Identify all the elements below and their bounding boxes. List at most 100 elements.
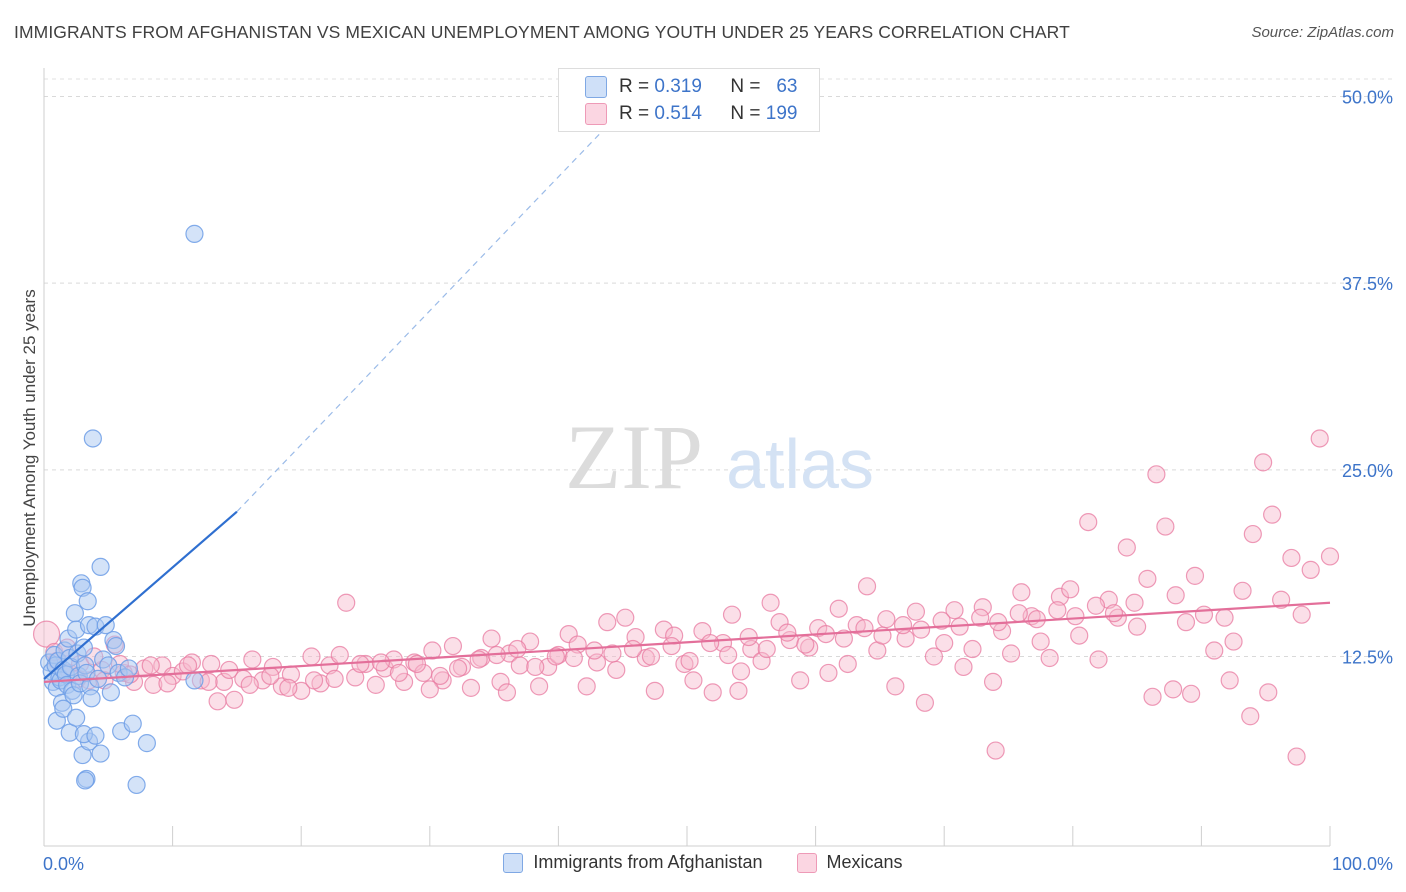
data-point: [680, 651, 699, 671]
data-point: [701, 633, 720, 653]
legend-swatch-afghanistan: [503, 852, 524, 873]
data-point: [91, 557, 110, 577]
data-point: [963, 639, 982, 659]
afghanistan-points: [40, 224, 204, 795]
data-point: [896, 629, 915, 648]
legend-n-value: 63: [776, 76, 798, 97]
data-point: [279, 678, 298, 697]
data-point: [886, 677, 905, 696]
watermark: ZIP atlas: [565, 406, 874, 508]
data-point: [1104, 604, 1124, 623]
data-point: [1282, 548, 1301, 568]
data-point: [74, 638, 93, 657]
data-point: [703, 683, 722, 702]
watermark-atlas: atlas: [726, 425, 874, 503]
data-point: [915, 693, 935, 712]
data-point: [1061, 580, 1080, 599]
data-point: [158, 674, 177, 693]
data-point: [526, 657, 545, 677]
data-point: [337, 593, 356, 612]
legend-row-mexicans: R = 0.514 N = 199: [585, 101, 797, 127]
data-point: [356, 654, 375, 674]
data-point: [935, 633, 954, 653]
data-point: [577, 677, 596, 696]
data-point: [855, 619, 874, 638]
data-point: [645, 681, 664, 700]
data-point: [1031, 632, 1050, 651]
data-point: [729, 681, 748, 700]
data-point: [1243, 524, 1262, 544]
data-point: [1287, 747, 1306, 766]
data-point: [185, 671, 204, 690]
data-point: [1070, 626, 1089, 645]
data-point: [1125, 593, 1144, 612]
data-point: [662, 636, 681, 656]
y-tick-label: 12.5%: [1342, 648, 1393, 668]
data-point: [430, 666, 450, 686]
data-point: [796, 635, 815, 654]
data-point: [623, 639, 643, 659]
data-point: [893, 616, 913, 635]
legend-label-mexicans: Mexicans: [826, 852, 903, 872]
data-point: [819, 663, 838, 683]
data-point: [684, 671, 703, 690]
data-point: [394, 672, 414, 691]
legend-r-label: R =: [619, 76, 650, 97]
data-point: [1127, 617, 1147, 636]
legend-item-mexicans[interactable]: Mexicans: [796, 852, 903, 873]
data-point: [1086, 596, 1106, 615]
data-point: [607, 660, 626, 680]
data-point: [722, 605, 742, 624]
data-point: [448, 659, 468, 678]
data-point: [971, 608, 990, 627]
data-point: [443, 636, 463, 656]
data-point: [752, 651, 771, 671]
legend-swatch-mexicans: [796, 852, 817, 873]
data-point: [423, 641, 442, 660]
data-point: [742, 639, 761, 659]
data-point: [304, 671, 324, 690]
data-point: [598, 613, 617, 632]
data-point: [791, 671, 810, 690]
data-point: [1224, 632, 1243, 651]
data-point: [1079, 512, 1098, 532]
data-point: [330, 645, 349, 665]
source-label: Source: ZipAtlas.com: [1251, 24, 1394, 41]
data-point: [1272, 590, 1291, 609]
data-point: [1185, 566, 1205, 585]
data-point: [482, 629, 501, 648]
legend-r-value: 0.514: [654, 103, 702, 124]
data-point: [585, 641, 604, 660]
data-point: [1001, 644, 1021, 663]
data-point: [1301, 560, 1320, 579]
legend-r-label: R =: [619, 103, 650, 124]
data-point: [1194, 605, 1214, 624]
data-point: [82, 689, 101, 708]
data-point: [91, 744, 110, 763]
data-point: [911, 620, 931, 639]
data-point: [1310, 429, 1329, 448]
legend-swatch-mexicans: [585, 103, 607, 125]
data-point: [141, 656, 160, 675]
data-point: [1254, 453, 1273, 472]
legend-swatch-afghanistan: [585, 76, 607, 98]
data-point: [1048, 601, 1067, 620]
legend-item-afghanistan[interactable]: Immigrants from Afghanistan: [503, 852, 763, 873]
data-point: [603, 644, 622, 663]
data-point: [78, 592, 97, 611]
data-point: [469, 650, 488, 669]
data-point: [564, 648, 583, 668]
data-point: [877, 610, 896, 629]
legend-n-label: N =: [730, 103, 761, 124]
data-point: [731, 662, 751, 681]
data-point: [838, 654, 857, 674]
data-point: [106, 636, 126, 656]
data-point: [54, 699, 73, 718]
data-point: [1320, 547, 1340, 566]
data-point: [185, 224, 204, 243]
data-point: [757, 639, 776, 659]
trend-lines: [43, 96, 1331, 683]
data-point: [76, 771, 95, 790]
data-point: [1138, 569, 1157, 588]
